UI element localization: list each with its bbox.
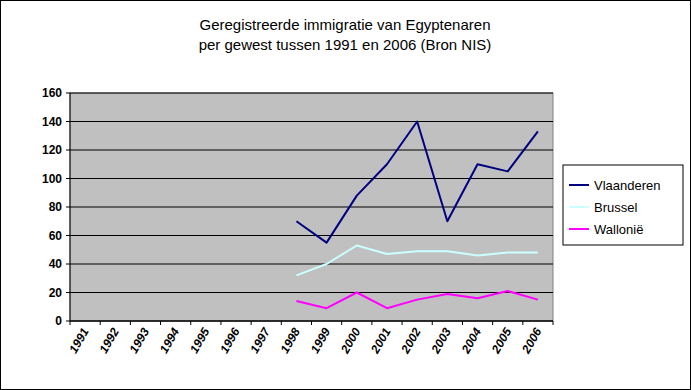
x-tick-label: 2002 bbox=[398, 325, 424, 356]
x-tick bbox=[371, 321, 372, 325]
x-tick-label: 2004 bbox=[458, 325, 484, 356]
legend-label: Wallonië bbox=[594, 222, 643, 237]
x-tick bbox=[251, 321, 252, 325]
x-tick bbox=[100, 321, 101, 325]
y-tick-label: 80 bbox=[49, 200, 63, 214]
x-tick-label: 2000 bbox=[337, 325, 363, 356]
y-tick-label: 140 bbox=[42, 115, 62, 129]
y-tick-label: 100 bbox=[42, 172, 62, 186]
x-tick bbox=[553, 321, 554, 325]
y-tick-label: 0 bbox=[55, 314, 62, 328]
grid-line bbox=[70, 264, 553, 265]
x-tick bbox=[160, 321, 161, 325]
x-tick bbox=[341, 321, 342, 325]
y-tick bbox=[66, 178, 70, 179]
title-line: per gewest tussen 1991 en 2006 (Bron NIS… bbox=[199, 36, 492, 53]
x-tick-label: 1997 bbox=[247, 324, 273, 355]
x-tick-label: 1999 bbox=[308, 325, 334, 355]
x-tick-label: 1995 bbox=[187, 325, 213, 355]
y-tick bbox=[66, 235, 70, 236]
x-tick-label: 1993 bbox=[127, 325, 153, 355]
grid-line bbox=[70, 207, 553, 208]
x-tick-label: 2006 bbox=[519, 325, 545, 356]
x-tick-label: 1996 bbox=[217, 325, 243, 355]
x-tick-label: 2001 bbox=[368, 325, 394, 356]
series-line bbox=[296, 291, 537, 308]
grid-line bbox=[70, 150, 553, 151]
x-tick bbox=[220, 321, 221, 325]
y-tick bbox=[66, 264, 70, 265]
x-tick bbox=[522, 321, 523, 325]
y-tick-label: 40 bbox=[49, 257, 63, 271]
chart: Geregistreerde immigratie van Egyptenare… bbox=[0, 0, 691, 390]
legend bbox=[563, 165, 683, 245]
plot-area bbox=[70, 93, 553, 321]
legend-label: Brussel bbox=[594, 200, 637, 215]
y-tick-label: 160 bbox=[42, 86, 62, 100]
chart-frame bbox=[1, 1, 691, 390]
series-line bbox=[296, 122, 537, 243]
x-tick-label: 1992 bbox=[96, 325, 122, 355]
x-tick bbox=[402, 321, 403, 325]
legend-swatch bbox=[569, 184, 589, 186]
y-tick bbox=[66, 207, 70, 208]
x-tick bbox=[70, 321, 71, 325]
series-group bbox=[296, 122, 537, 309]
y-tick-label: 20 bbox=[49, 286, 63, 300]
x-tick-label: 1998 bbox=[278, 325, 304, 355]
y-tick bbox=[66, 121, 70, 122]
x-tick bbox=[492, 321, 493, 325]
y-tick bbox=[66, 321, 70, 322]
y-tick bbox=[66, 93, 70, 94]
grid-line bbox=[70, 121, 553, 122]
grid-line bbox=[70, 292, 553, 293]
title: Geregistreerde immigratie van Egyptenare… bbox=[199, 16, 492, 53]
legend-swatch bbox=[569, 228, 589, 230]
grid-line bbox=[70, 235, 553, 236]
legend-label: Vlaanderen bbox=[594, 178, 661, 193]
y-tick-label: 120 bbox=[42, 143, 62, 157]
y-tick bbox=[66, 150, 70, 151]
grid-line bbox=[70, 178, 553, 179]
x-tick bbox=[462, 321, 463, 325]
x-tick bbox=[190, 321, 191, 325]
x-tick-label: 2003 bbox=[428, 325, 454, 356]
y-tick bbox=[66, 292, 70, 293]
legend-swatch bbox=[569, 206, 589, 208]
x-tick bbox=[311, 321, 312, 325]
x-tick bbox=[130, 321, 131, 325]
y-axis bbox=[70, 93, 71, 321]
x-tick-label: 1991 bbox=[66, 325, 92, 355]
x-tick-label: 1994 bbox=[157, 325, 183, 355]
x-tick-label: 2005 bbox=[488, 325, 514, 356]
grid-line bbox=[70, 93, 553, 94]
x-tick bbox=[281, 321, 282, 325]
title-line: Geregistreerde immigratie van Egyptenare… bbox=[200, 16, 491, 33]
y-tick-label: 60 bbox=[49, 229, 63, 243]
series-line bbox=[296, 245, 537, 275]
x-tick bbox=[432, 321, 433, 325]
